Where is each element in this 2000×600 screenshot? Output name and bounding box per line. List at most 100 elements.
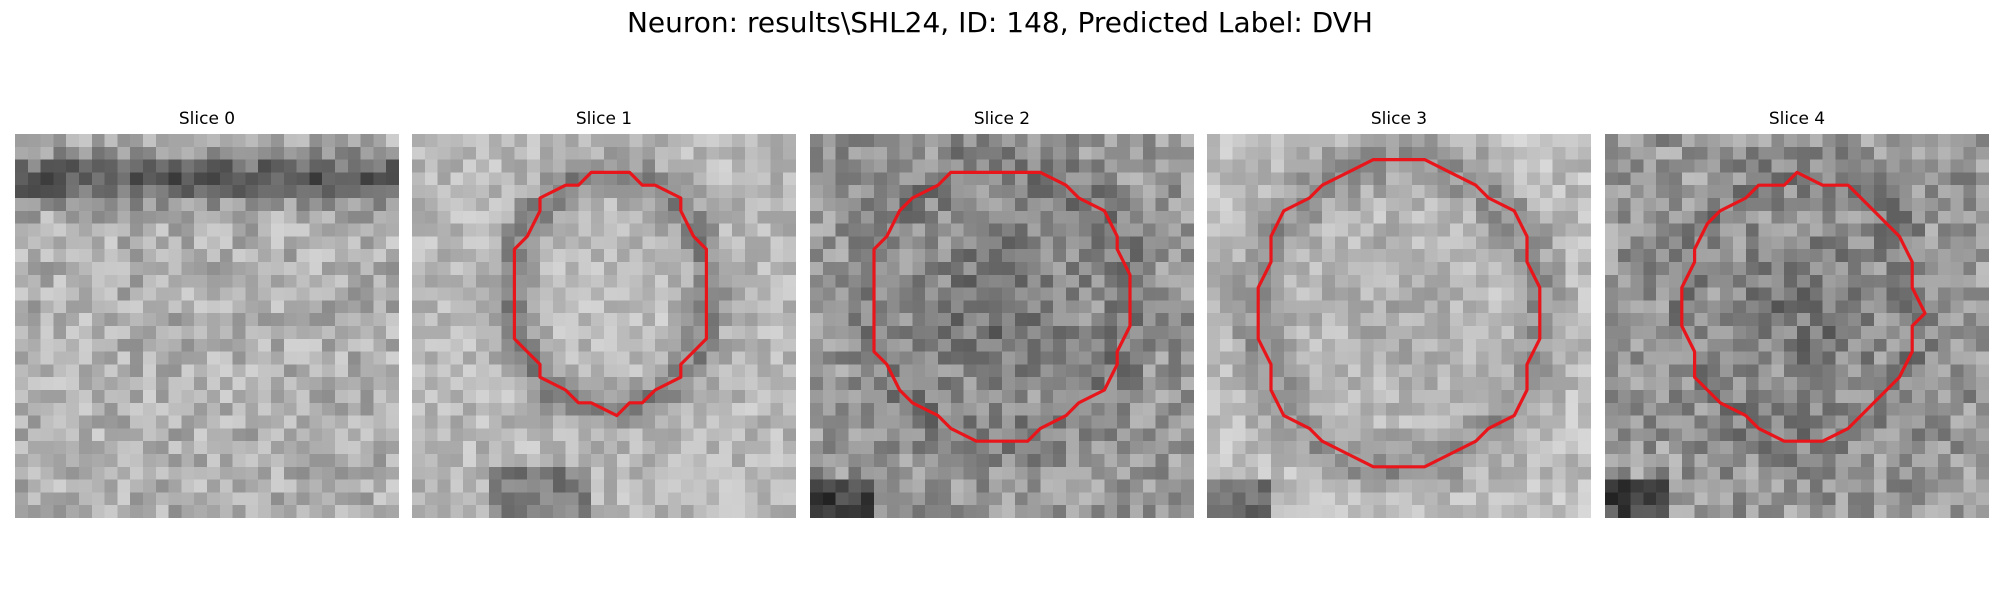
image-pixel <box>925 223 939 237</box>
image-pixel <box>1142 454 1156 468</box>
image-pixel <box>271 428 285 442</box>
image-pixel <box>91 287 105 301</box>
image-pixel <box>1656 351 1670 365</box>
image-pixel <box>591 454 605 468</box>
image-pixel <box>1501 466 1515 480</box>
image-pixel <box>1925 351 1939 365</box>
image-pixel <box>15 134 29 148</box>
image-pixel <box>1873 377 1887 391</box>
image-pixel <box>1347 351 1361 365</box>
image-pixel <box>271 185 285 199</box>
image-pixel <box>1475 210 1489 224</box>
image-pixel <box>1681 300 1695 314</box>
image-pixel <box>514 479 528 493</box>
image-pixel <box>437 505 451 518</box>
image-pixel <box>848 146 862 160</box>
image-pixel <box>181 351 195 365</box>
image-pixel <box>1784 466 1798 480</box>
image-pixel <box>642 210 656 224</box>
image-pixel <box>1886 390 1900 404</box>
image-pixel <box>1565 236 1579 250</box>
image-pixel <box>886 236 900 250</box>
image-pixel <box>604 159 618 173</box>
image-pixel <box>732 338 746 352</box>
image-pixel <box>1899 146 1913 160</box>
image-pixel <box>1335 505 1349 518</box>
image-pixel <box>181 146 195 160</box>
image-pixel <box>1181 300 1194 314</box>
image-pixel <box>668 428 682 442</box>
image-pixel <box>810 351 824 365</box>
image-pixel <box>1565 492 1579 506</box>
image-pixel <box>1386 236 1400 250</box>
image-pixel <box>1899 402 1913 416</box>
image-pixel <box>1643 210 1657 224</box>
image-pixel <box>360 198 374 212</box>
image-pixel <box>1694 172 1708 186</box>
image-pixel <box>989 287 1003 301</box>
image-pixel <box>1232 492 1246 506</box>
image-pixel <box>1488 351 1502 365</box>
image-pixel <box>719 377 733 391</box>
image-pixel <box>719 466 733 480</box>
image-pixel <box>15 492 29 506</box>
image-pixel <box>642 466 656 480</box>
image-pixel <box>810 134 824 148</box>
image-pixel <box>1656 236 1670 250</box>
image-pixel <box>552 236 566 250</box>
image-pixel <box>1950 313 1964 327</box>
image-pixel <box>1258 210 1272 224</box>
image-pixel <box>412 185 426 199</box>
image-pixel <box>335 262 349 276</box>
image-pixel <box>1232 223 1246 237</box>
image-pixel <box>950 146 964 160</box>
image-pixel <box>1822 236 1836 250</box>
image-pixel <box>1669 223 1683 237</box>
image-pixel <box>950 223 964 237</box>
image-pixel <box>66 274 80 288</box>
image-pixel <box>1040 454 1054 468</box>
image-pixel <box>1617 454 1631 468</box>
image-pixel <box>1450 300 1464 314</box>
image-pixel <box>1552 377 1566 391</box>
image-pixel <box>155 479 169 493</box>
image-pixel <box>616 262 630 276</box>
image-pixel <box>309 415 323 429</box>
image-pixel <box>1643 415 1657 429</box>
image-pixel <box>424 402 438 416</box>
image-pixel <box>1450 479 1464 493</box>
image-pixel <box>514 492 528 506</box>
image-pixel <box>1552 390 1566 404</box>
image-pixel <box>1258 415 1272 429</box>
image-pixel <box>1501 236 1515 250</box>
image-pixel <box>1771 415 1785 429</box>
image-pixel <box>1899 262 1913 276</box>
image-pixel <box>309 146 323 160</box>
image-pixel <box>1347 505 1361 518</box>
image-pixel <box>810 274 824 288</box>
image-pixel <box>950 415 964 429</box>
image-pixel <box>886 415 900 429</box>
image-pixel <box>1181 274 1194 288</box>
image-pixel <box>219 287 233 301</box>
image-pixel <box>1078 300 1092 314</box>
image-pixel <box>347 287 361 301</box>
image-pixel <box>181 172 195 186</box>
image-pixel <box>1450 466 1464 480</box>
image-pixel <box>1848 198 1862 212</box>
image-pixel <box>1091 492 1105 506</box>
image-pixel <box>1283 249 1297 263</box>
image-pixel <box>1501 390 1515 404</box>
image-pixel <box>1809 223 1823 237</box>
image-pixel <box>322 300 336 314</box>
image-pixel <box>1886 479 1900 493</box>
image-pixel <box>1565 300 1579 314</box>
image-pixel <box>501 505 515 518</box>
image-pixel <box>1630 300 1644 314</box>
image-pixel <box>976 492 990 506</box>
image-pixel <box>655 249 669 263</box>
image-pixel <box>1091 146 1105 160</box>
image-pixel <box>1130 326 1144 340</box>
image-pixel <box>1219 274 1233 288</box>
image-pixel <box>1027 146 1041 160</box>
